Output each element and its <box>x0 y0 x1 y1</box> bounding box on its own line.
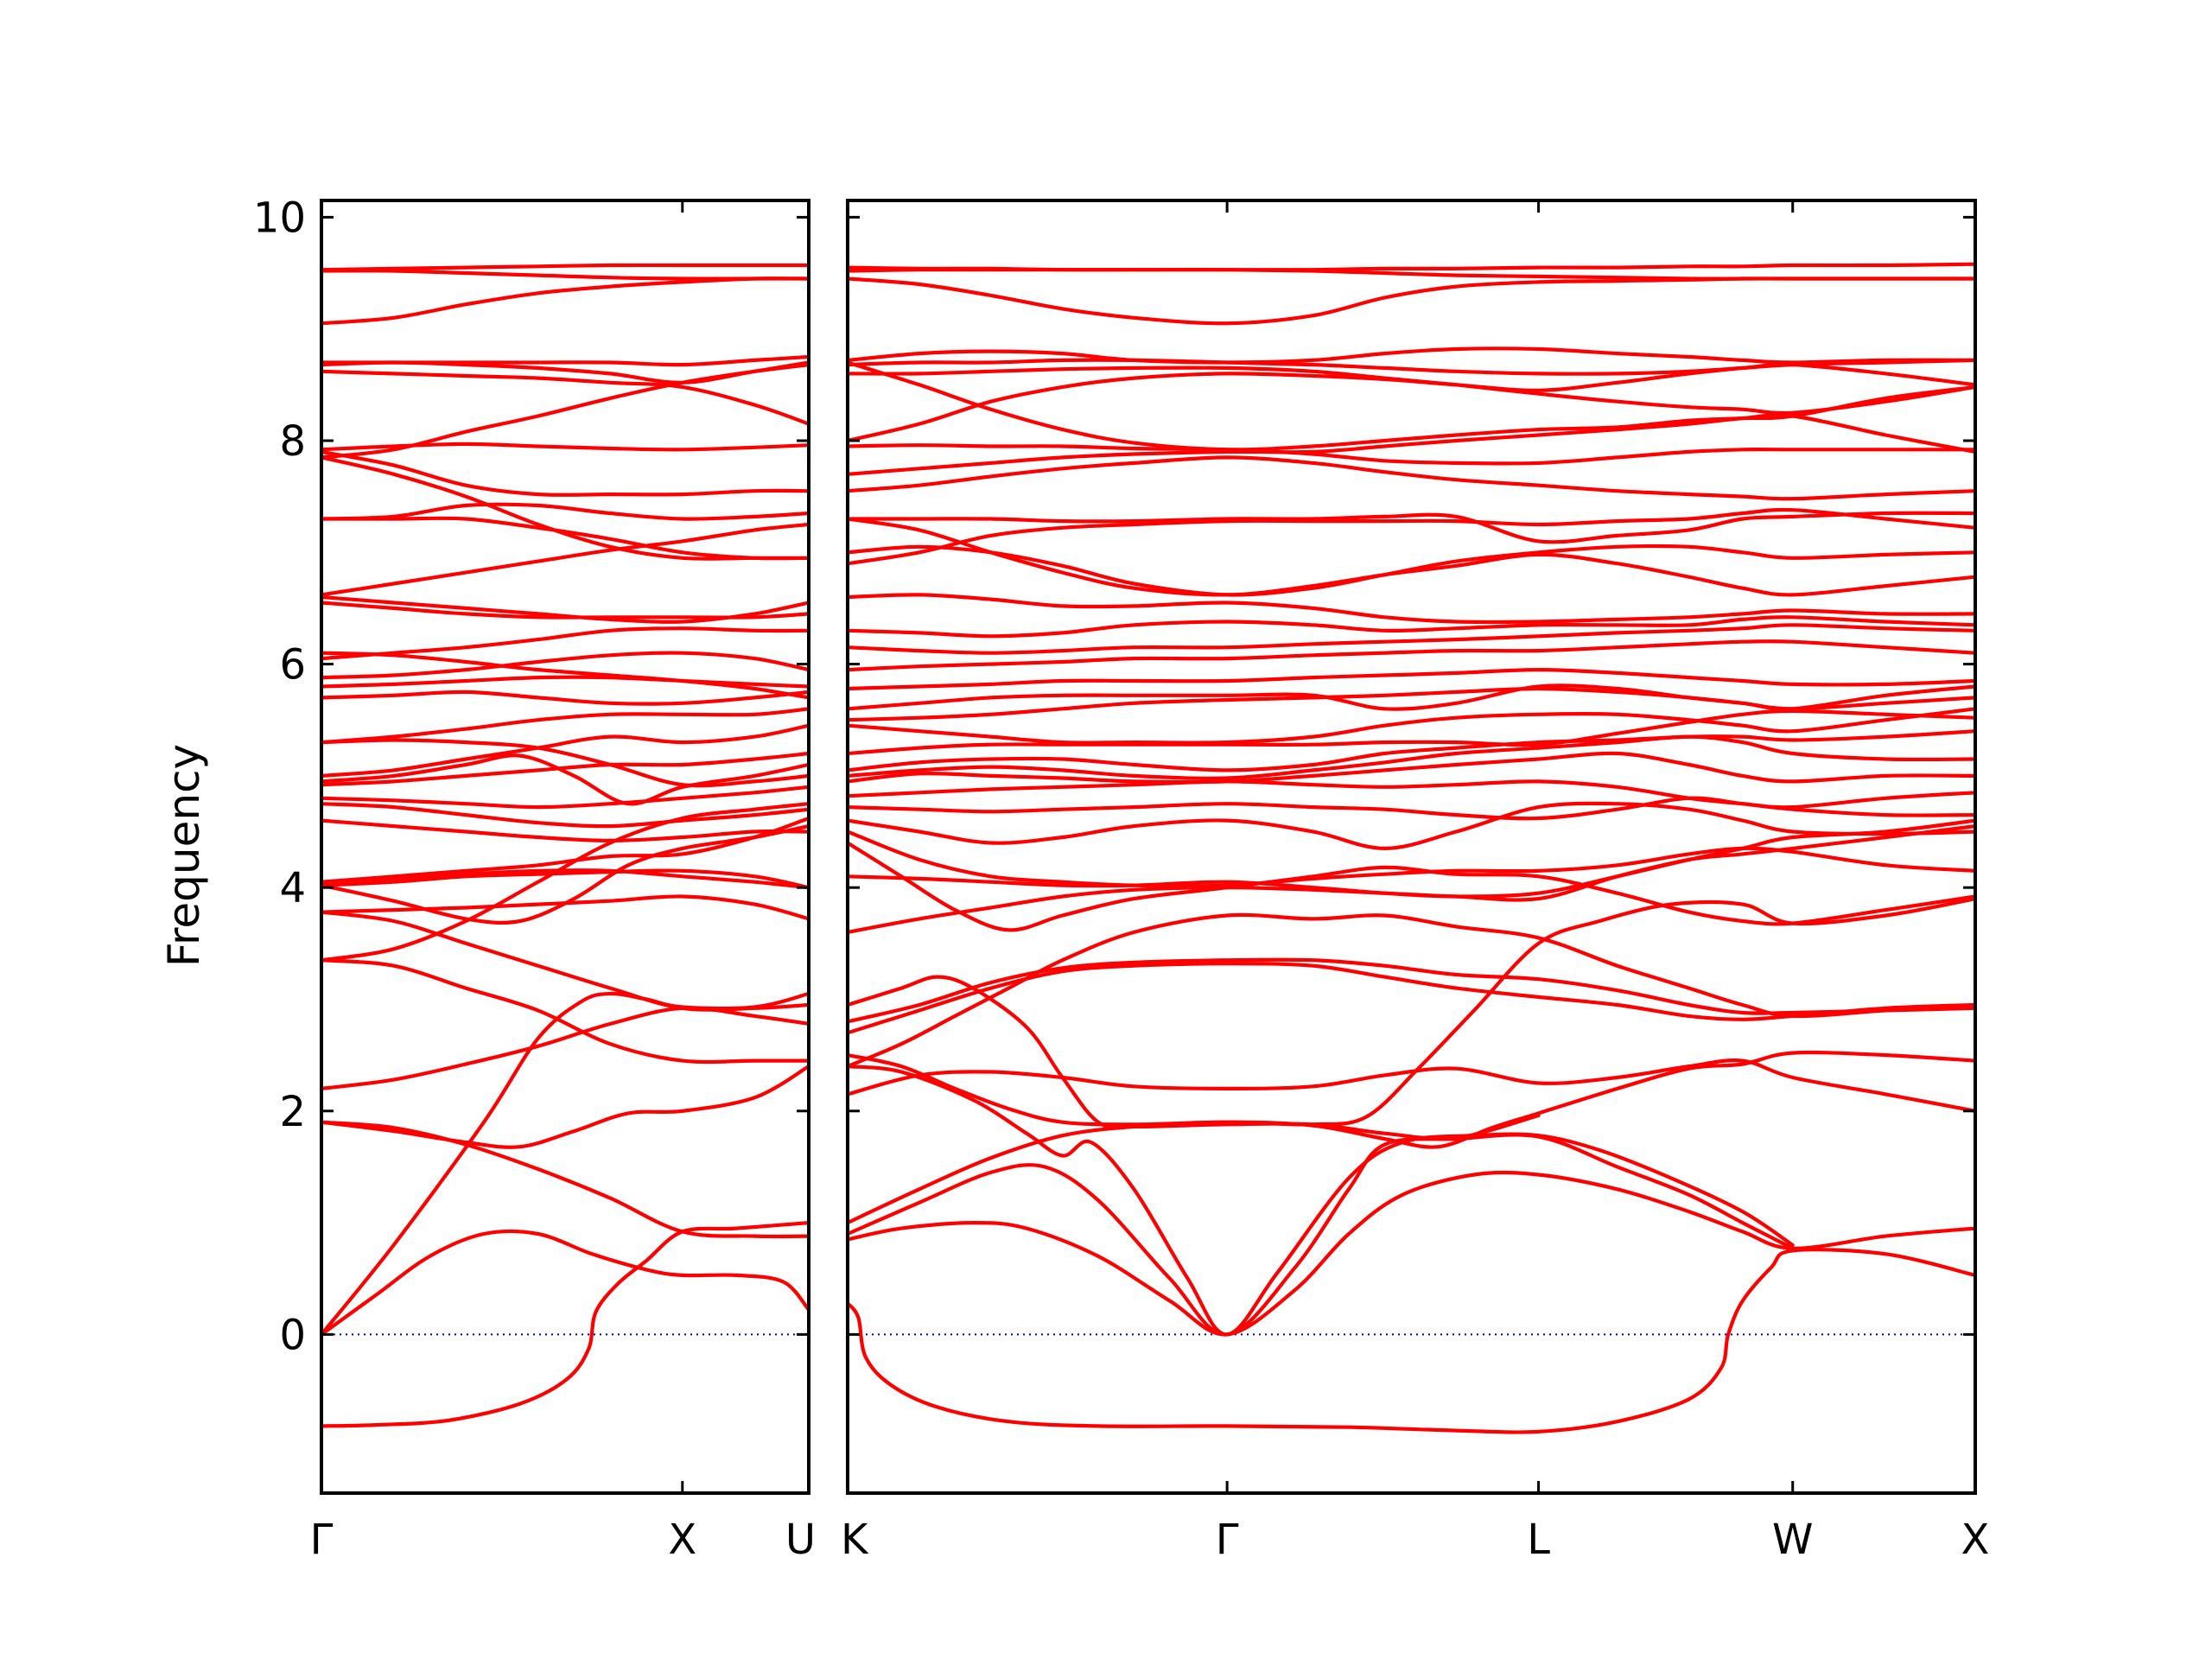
band-line-33 <box>321 455 809 561</box>
band-line-42 <box>321 263 809 272</box>
band-lines <box>848 262 1975 1434</box>
band-line-30 <box>321 522 809 597</box>
band-line-26 <box>848 668 1975 691</box>
band-line-11 <box>321 824 809 925</box>
band-line-10 <box>848 957 1975 1024</box>
x-tick-label: X <box>668 1516 696 1564</box>
band-line-15 <box>321 818 809 842</box>
band-line-1 <box>848 1248 1975 1434</box>
band-line-19 <box>321 753 809 806</box>
band-line-6 <box>848 1058 1975 1113</box>
y-tick-label: 4 <box>279 864 306 912</box>
band-line-39 <box>321 360 809 385</box>
band-line-27 <box>321 626 809 661</box>
band-line-13 <box>321 816 809 884</box>
band-line-3 <box>848 1133 1795 1337</box>
band-line-2 <box>321 1229 809 1337</box>
band-line-17 <box>321 785 809 810</box>
band-line-28 <box>848 623 1975 655</box>
band-line-34 <box>321 449 809 497</box>
band-line-32 <box>848 543 1975 597</box>
band-line-42 <box>848 358 1975 376</box>
band-line-20 <box>321 723 809 778</box>
band-line-12 <box>848 841 1975 932</box>
band-line-27 <box>848 639 1975 672</box>
band-line-16 <box>321 802 809 829</box>
band-line-30 <box>848 593 1975 625</box>
band-line-22 <box>848 709 1975 756</box>
band-line-21 <box>321 738 809 788</box>
x-tick-label: Γ <box>1216 1516 1239 1564</box>
band-line-8 <box>848 912 1975 1069</box>
x-tick-label: Γ <box>310 1516 334 1564</box>
band-line-38 <box>848 360 1975 452</box>
y-tick-label: 0 <box>279 1311 306 1359</box>
panels: 0 2 4 6 8 10 Γ X U K Γ L W X <box>253 194 1990 1564</box>
band-line-26 <box>321 651 809 700</box>
band-line-8 <box>321 802 809 963</box>
band-line-29 <box>321 594 809 624</box>
y-tick-label: 8 <box>279 417 306 466</box>
band-line-37 <box>848 443 1975 466</box>
band-line-14 <box>848 830 1975 888</box>
band-line-16 <box>848 801 1975 850</box>
x-tick-label: U <box>785 1516 816 1564</box>
band-line-40 <box>848 365 1975 416</box>
band-line-35 <box>321 442 809 452</box>
band-line-7 <box>321 958 809 1065</box>
y-tick-label: 2 <box>279 1088 306 1136</box>
band-line-41 <box>321 269 809 281</box>
panel-gamma-x-u: 0 2 4 6 8 10 Γ X U <box>253 194 816 1564</box>
band-line-4 <box>321 1120 809 1239</box>
x-tick-label: K <box>841 1516 869 1564</box>
band-line-23 <box>848 707 1975 745</box>
band-line-18 <box>321 751 809 787</box>
x-tick-label: X <box>1961 1516 1990 1564</box>
band-line-37 <box>321 369 809 426</box>
band-line-45 <box>848 262 1975 272</box>
y-tick-label: 6 <box>279 641 306 690</box>
band-line-20 <box>848 734 1975 780</box>
band-line-15 <box>848 818 1975 899</box>
band-line-23 <box>321 690 809 706</box>
x-tick-label: W <box>1772 1516 1813 1564</box>
band-line-35 <box>848 455 1975 501</box>
band-line-1 <box>321 1221 809 1428</box>
band-line-10 <box>321 894 809 921</box>
band-line-22 <box>321 707 809 745</box>
band-line-12 <box>321 868 809 890</box>
band-line-24 <box>321 675 809 689</box>
band-line-6 <box>321 1065 809 1149</box>
band-line-5 <box>321 1006 809 1090</box>
y-axis-label: Frequency <box>159 744 209 967</box>
plot-frame <box>320 199 810 1495</box>
plot-frame <box>846 199 1977 1495</box>
band-line-32 <box>321 502 809 521</box>
band-line-25 <box>848 683 1975 711</box>
band-line-19 <box>848 751 1975 785</box>
band-lines <box>321 263 809 1428</box>
band-line-2 <box>848 1170 1975 1337</box>
band-line-21 <box>848 729 1975 772</box>
band-line-9 <box>848 975 1541 1141</box>
band-line-41 <box>848 346 1975 365</box>
band-line-4 <box>848 1050 1975 1225</box>
band-line-18 <box>848 779 1975 810</box>
band-line-5 <box>848 1065 1795 1337</box>
band-line-36 <box>848 413 1975 476</box>
band-line-34 <box>848 511 1975 544</box>
band-line-29 <box>848 615 1975 639</box>
band-line-9 <box>321 910 809 1012</box>
y-tick-label: 10 <box>253 194 306 242</box>
band-line-7 <box>848 897 1975 1127</box>
band-line-11 <box>848 962 1975 1035</box>
band-line-25 <box>321 651 809 680</box>
band-line-33 <box>848 507 1975 566</box>
band-line-14 <box>321 868 809 890</box>
x-tick-label: L <box>1527 1516 1550 1564</box>
